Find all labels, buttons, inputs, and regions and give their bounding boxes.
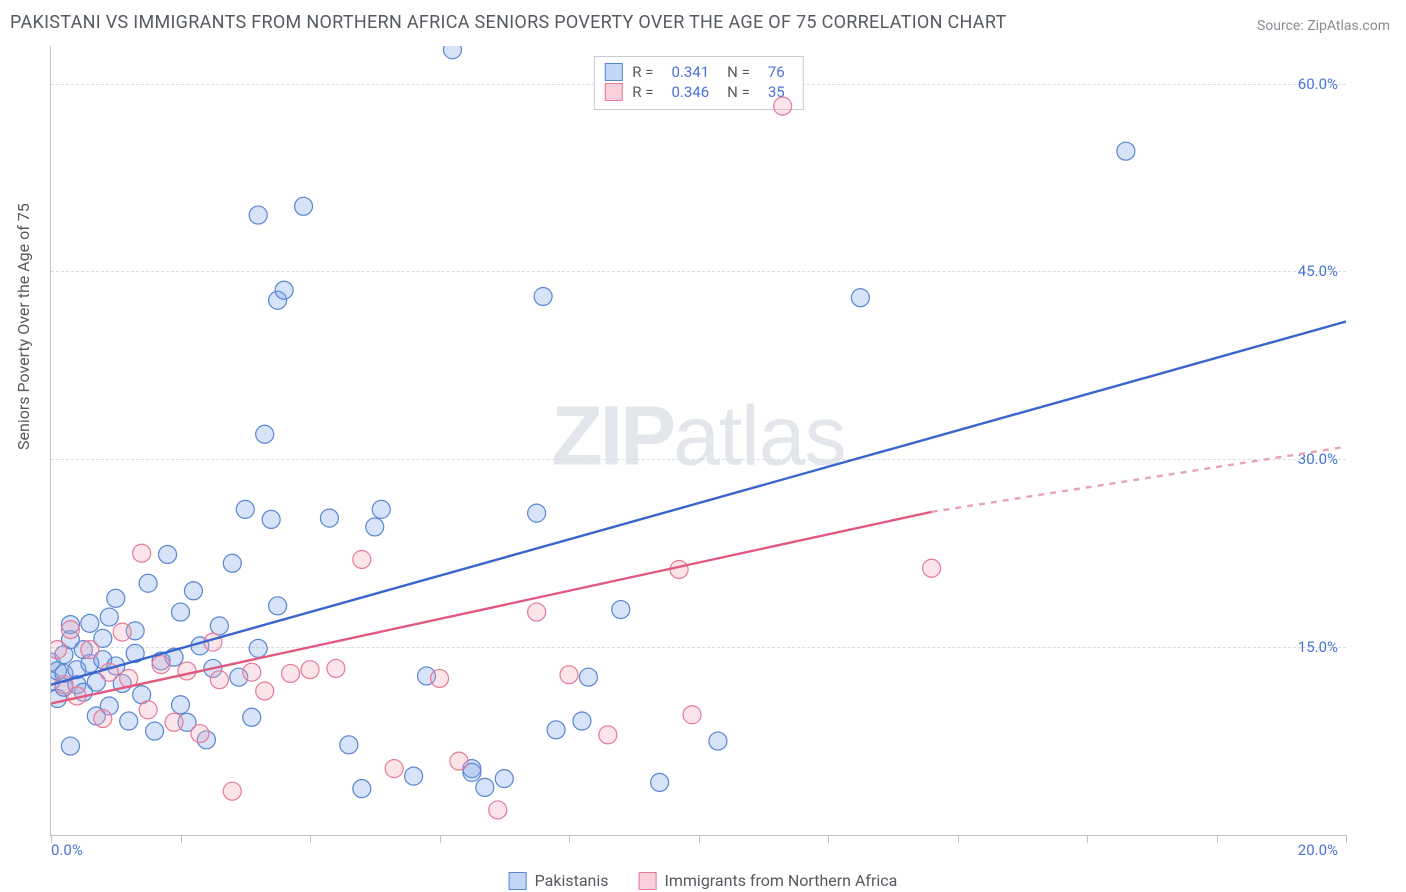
- legend-item-pakistanis: Pakistanis: [509, 871, 609, 890]
- x-tick: [958, 835, 959, 843]
- source-label: Source: ZipAtlas.com: [1257, 18, 1390, 34]
- scatter-svg: [51, 46, 1346, 835]
- x-tick: [310, 835, 311, 843]
- x-tick: [181, 835, 182, 843]
- x-tick: [699, 835, 700, 843]
- x-tick-max: 20.0%: [1298, 841, 1338, 859]
- x-tick: [1217, 835, 1218, 843]
- x-tick: [1346, 835, 1347, 843]
- x-tick: [828, 835, 829, 843]
- swatch-blue-icon: [509, 872, 527, 890]
- chart-title: PAKISTANI VS IMMIGRANTS FROM NORTHERN AF…: [10, 12, 1007, 33]
- x-tick: [1087, 835, 1088, 843]
- legend-label-pakistanis: Pakistanis: [535, 871, 609, 890]
- plot-area: ZIPatlas 15.0%30.0%45.0%60.0% 0.0% 20.0%…: [50, 46, 1346, 836]
- swatch-pink-icon: [639, 872, 657, 890]
- x-tick: [569, 835, 570, 843]
- legend: Pakistanis Immigrants from Northern Afri…: [509, 871, 898, 890]
- y-axis-label: Seniors Poverty Over the Age of 75: [14, 203, 33, 450]
- x-tick: [440, 835, 441, 843]
- x-tick-min: 0.0%: [51, 841, 83, 859]
- legend-item-naf: Immigrants from Northern Africa: [639, 871, 898, 890]
- legend-label-naf: Immigrants from Northern Africa: [665, 871, 898, 890]
